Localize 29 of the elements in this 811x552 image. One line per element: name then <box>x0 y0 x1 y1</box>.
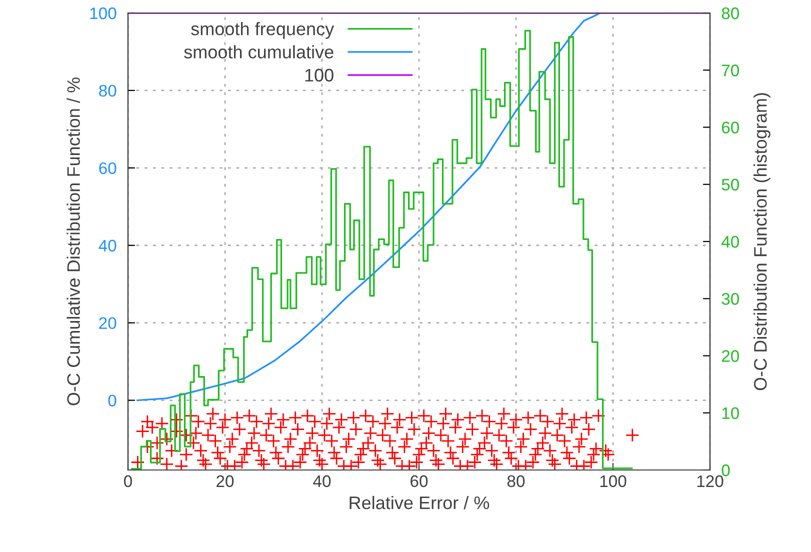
y2-tick-label: 20 <box>722 350 739 362</box>
y-tick-label: 60 <box>99 162 116 174</box>
x-tick-label: 40 <box>313 475 331 488</box>
x-tick-label: 80 <box>507 475 525 488</box>
y2-tick-label: 80 <box>722 7 739 20</box>
x-tick-label: 120 <box>697 475 724 488</box>
y-tick-label: 80 <box>99 84 116 97</box>
y-axis-title: O-C Cumulative Distribution Function / % <box>66 78 80 406</box>
y-tick-label: 0 <box>108 394 116 406</box>
line-series <box>136 13 601 402</box>
y2-tick-label: 60 <box>722 122 739 134</box>
x-tick-label: 20 <box>216 475 234 488</box>
legend-label: smooth frequency <box>191 22 334 39</box>
x-axis-title: Relative Error / % <box>350 496 490 510</box>
x-tick-label: 100 <box>600 475 626 488</box>
y2-tick-label: 30 <box>722 293 739 305</box>
y2-tick-label: 40 <box>721 236 739 248</box>
y2-tick-label: 10 <box>722 407 739 420</box>
x-tick-label: 0 <box>124 475 132 488</box>
y2-tick-label: 50 <box>722 178 739 191</box>
legend-label: smooth cumulative <box>184 45 334 58</box>
y2-tick-label: 0 <box>722 464 730 476</box>
legend-label: 100 <box>305 68 334 82</box>
y-tick-label: 40 <box>98 240 116 252</box>
y-tick-label: 100 <box>90 7 116 20</box>
y2-tick-label: 70 <box>722 64 739 76</box>
x-tick-label: 60 <box>410 475 428 488</box>
y2-axis-title: O-C Distribution Function (histogram) <box>754 93 770 390</box>
y-tick-label: 20 <box>99 317 116 330</box>
